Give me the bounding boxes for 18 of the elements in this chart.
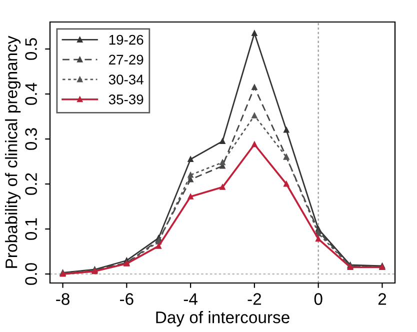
y-tick-label: 0.2 (25, 173, 37, 195)
x-tick-label: -8 (56, 293, 70, 305)
x-axis-title: Day of intercourse (156, 311, 290, 327)
y-axis-title: Probability of clinical pregnancy (5, 36, 21, 268)
y-tick-label: 0.5 (25, 38, 37, 60)
x-tick-label: -6 (120, 293, 134, 305)
legend-label: 19-26 (109, 34, 144, 45)
y-tick-label: 0.1 (25, 218, 37, 240)
legend-label: 35-39 (108, 94, 144, 104)
x-tick-label: -4 (184, 293, 198, 305)
x-tick-label: -2 (248, 293, 262, 305)
x-tick-label: 2 (378, 293, 386, 305)
y-tick-label: 0.0 (25, 263, 37, 285)
legend-label: 27-29 (109, 54, 144, 65)
y-tick-label: 0.4 (25, 82, 37, 105)
y-tick-label: 0.3 (25, 128, 37, 150)
x-tick-label: 0 (314, 293, 322, 305)
legend-label: 30-34 (108, 74, 144, 84)
